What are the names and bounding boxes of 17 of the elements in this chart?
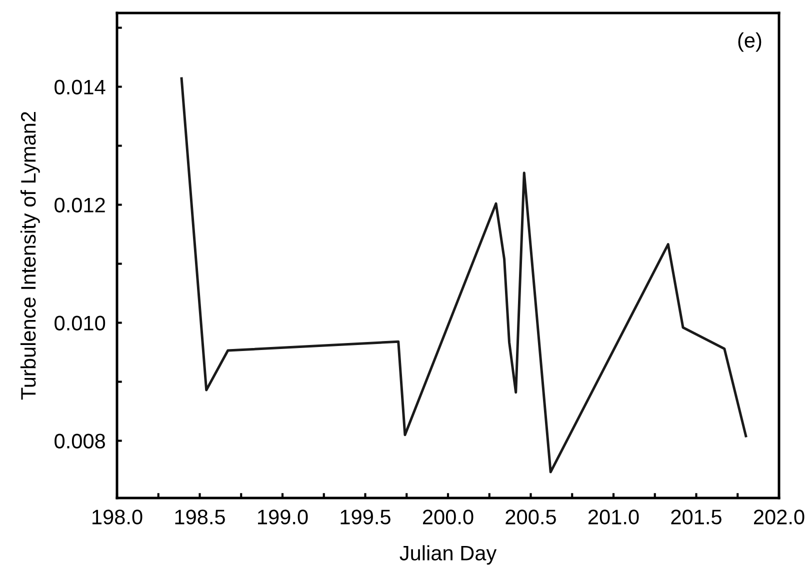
x-tick-label: 201.5: [671, 510, 722, 524]
line-series: [180, 77, 748, 474]
x-axis-title: Julian Day: [400, 545, 497, 565]
y-tick-label: 0.010: [54, 316, 106, 331]
x-tick-label: 198.5: [175, 510, 225, 524]
x-tick-label: 201.0: [588, 510, 639, 524]
y-tick-label: 0.014: [54, 80, 106, 95]
y-tick-label: 0.008: [54, 434, 105, 449]
x-tick-label: 198.0: [92, 510, 142, 524]
x-tick-label: 202.0: [754, 510, 804, 524]
x-tick-label: 199.0: [258, 510, 308, 524]
x-tick-label: 200.5: [506, 510, 556, 524]
x-tick-label: 199.5: [340, 510, 390, 524]
y-tick-label: 0.012: [54, 198, 105, 213]
y-axis-title: Turbulence Intensity of Lyman2: [20, 112, 40, 400]
x-tick-label: 200.0: [422, 510, 474, 524]
annotation: (e): [738, 32, 762, 52]
